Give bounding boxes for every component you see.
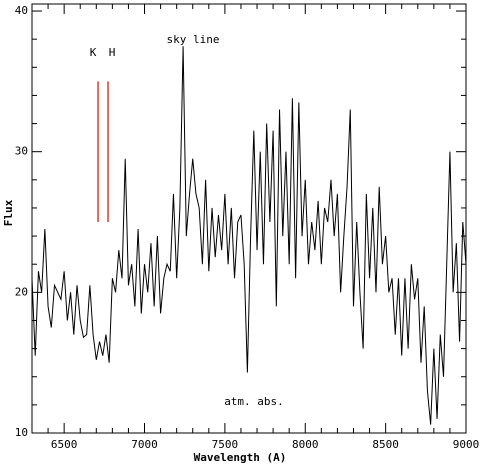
marker-label: H (109, 46, 116, 59)
annotation: atm. abs. (224, 395, 284, 408)
annotation: sky line (167, 33, 220, 46)
y-axis-label: Flux (2, 199, 15, 226)
x-axis-label: Wavelength (A) (194, 451, 287, 464)
plot-frame (31, 3, 467, 434)
y-tick-label: 30 (15, 145, 28, 158)
marker-label: K (90, 46, 97, 59)
y-tick-label: 20 (15, 285, 28, 298)
y-tick-label: 40 (15, 4, 28, 17)
x-tick-label: 6500 (51, 438, 78, 451)
y-tick-label: 10 (15, 426, 28, 439)
x-tick-label: 8000 (292, 438, 319, 451)
x-tick-label: 8500 (372, 438, 399, 451)
x-tick-label: 7500 (212, 438, 239, 451)
x-tick-label: 9000 (453, 438, 480, 451)
spectrum-line (31, 46, 467, 425)
x-tick-label: 7000 (131, 438, 158, 451)
